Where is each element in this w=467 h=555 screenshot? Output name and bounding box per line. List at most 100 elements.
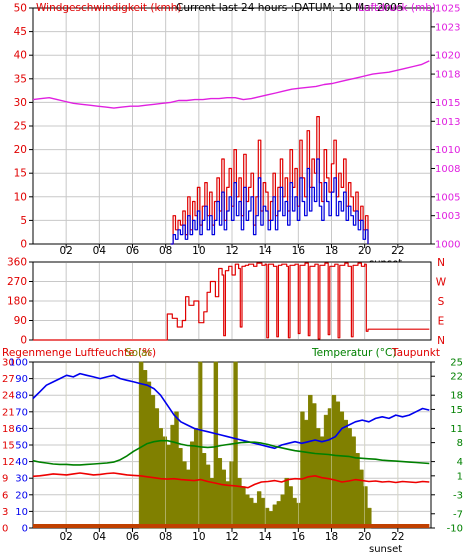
pressure-tick-label: 1003	[435, 211, 460, 222]
x-tick-label: 22	[391, 531, 404, 543]
humidity-tick-label: 10	[15, 507, 28, 518]
dewpoint-line	[32, 472, 430, 489]
wind-tick-label: 35	[14, 73, 27, 85]
rain-tick-label: 0	[2, 524, 8, 535]
temperature-line	[32, 439, 430, 466]
wind-tick-label: 30	[14, 97, 27, 109]
direction-degree-axis: 0 90 180 270 360	[7, 257, 33, 347]
x-tick-label: 08	[159, 245, 172, 257]
x-tick-label: 12	[225, 245, 238, 257]
rain-axis: 0 3 6 9 12 15 18 21 24 27 30	[2, 358, 15, 535]
pressure-tick-label: 1020	[435, 51, 460, 62]
temperature-tick-label: 11	[450, 424, 463, 435]
direction-tick-label: 90	[14, 315, 27, 327]
x-tick-label: 18	[325, 245, 338, 257]
climate-series	[32, 361, 430, 529]
temperature-tick-label: 8	[457, 438, 463, 449]
wind-tick-label: 40	[14, 50, 27, 62]
temperature-tick-label: 18	[450, 391, 463, 402]
rain-tick-label: 21	[2, 407, 15, 418]
x-tick-label: 16	[292, 531, 306, 543]
x-tick-label: 12	[225, 531, 238, 543]
rain-tick-label: 30	[2, 358, 15, 369]
temperature-axis: -10 -7 -3 1 4 8 11 15 18 22 25	[431, 358, 463, 535]
x-tick-label: 16	[292, 245, 306, 257]
pressure-tick-label: 1010	[435, 145, 460, 156]
rain-tick-label: 3	[2, 507, 8, 518]
pressure-tick-label: 1025	[435, 4, 460, 15]
rain-tick-label: 18	[2, 424, 15, 435]
x-tick-label: 08	[159, 531, 172, 543]
wind-speed-axis: 0 5 10 15 20 25 30 35 40 45 50	[14, 3, 33, 251]
direction-tick-label: 0	[20, 335, 27, 347]
rain-tick-label: 24	[2, 391, 15, 402]
pressure-tick-label: 1000	[435, 240, 460, 251]
humidity-tick-label: 50	[15, 441, 28, 452]
chart-date-title: Current last 24 hours :DATUM: 10 Mai 200…	[176, 2, 404, 14]
x-tick-label: 04	[93, 531, 107, 543]
rain-tick-label: 15	[2, 441, 15, 452]
humidity-tick-label: 40	[15, 457, 28, 468]
wind-tick-label: 5	[20, 215, 27, 227]
x-tick-label: 20	[358, 531, 371, 543]
sunset-label-bottom: sunset	[369, 544, 402, 555]
humidity-axis: 0 10 20 30 40 50 60 70 80 90 100	[9, 358, 33, 535]
wind-grid	[34, 9, 430, 243]
compass-label: N	[437, 257, 445, 269]
pressure-tick-label: 1008	[435, 164, 460, 175]
x-tick-label: 18	[325, 531, 338, 543]
compass-label: S	[438, 296, 445, 308]
wind-tick-label: 10	[14, 191, 27, 203]
compass-label: W	[436, 277, 447, 289]
pressure-axis: 1000 1003 1005 1008 1010 1013 1015 1018 1020 1023…	[431, 4, 460, 251]
direction-tick-label: 270	[7, 276, 27, 288]
rain-bar	[33, 524, 430, 528]
solar-area	[138, 361, 372, 529]
pressure-tick-label: 1018	[435, 70, 460, 81]
x-tick-label: 14	[258, 245, 272, 257]
wind-tick-label: 20	[14, 144, 27, 156]
wind-tick-label: 15	[14, 168, 27, 180]
rain-tick-label: 6	[2, 490, 8, 501]
x-tick-label: 14	[258, 531, 272, 543]
humidity-tick-label: 20	[15, 490, 28, 501]
humidity-tick-label: 0	[22, 524, 28, 535]
direction-tick-label: 180	[7, 296, 27, 308]
temperature-tick-label: 15	[450, 405, 463, 416]
pressure-tick-label: 1023	[435, 22, 460, 33]
x-tick-label: 02	[59, 245, 72, 257]
pressure-tick-label: 1013	[435, 117, 460, 128]
humidity-tick-label: 100	[9, 358, 28, 369]
temperature-tick-label: 22	[450, 372, 463, 383]
temperature-tick-label: 1	[457, 471, 463, 482]
pressure-tick-label: 1015	[435, 98, 460, 109]
temperature-tick-label: -3	[453, 490, 463, 501]
compass-label: N	[437, 335, 445, 347]
climate-time-axis: 02 04 06 08 10 12 14 16 18 20 22	[59, 528, 405, 543]
wind-tick-label: 45	[14, 26, 27, 38]
x-tick-label: 20	[358, 245, 371, 257]
pressure-title: Luftdruck (mb)	[358, 2, 436, 14]
pressure-tick-label: 1005	[435, 192, 460, 203]
wind-title: Windgeschwindigkeit (kmh)	[36, 2, 182, 14]
x-tick-label: 06	[126, 531, 140, 543]
temperature-tick-label: -7	[453, 509, 463, 520]
direction-tick-label: 360	[7, 257, 27, 269]
rain-tick-label: 12	[2, 457, 15, 468]
x-tick-label: 10	[192, 531, 205, 543]
solar-title: Solar	[125, 347, 152, 359]
wind-time-axis: 02 04 06 08 10 12 14 16 18 20 22	[59, 244, 405, 257]
dewpoint-title: Taupunkt	[391, 347, 440, 359]
rain-tick-label: 27	[2, 374, 15, 385]
wind-tick-label: 0	[20, 239, 27, 251]
temperature-tick-label: 4	[457, 457, 463, 468]
x-tick-label: 10	[192, 245, 205, 257]
x-tick-label: 06	[126, 245, 140, 257]
humidity-tick-label: 90	[15, 374, 28, 385]
wind-tick-label: 50	[14, 3, 27, 15]
wind-gust-line	[170, 158, 369, 245]
temperature-title: Temperatur (°C)	[311, 347, 396, 359]
humidity-tick-label: 80	[15, 391, 28, 402]
